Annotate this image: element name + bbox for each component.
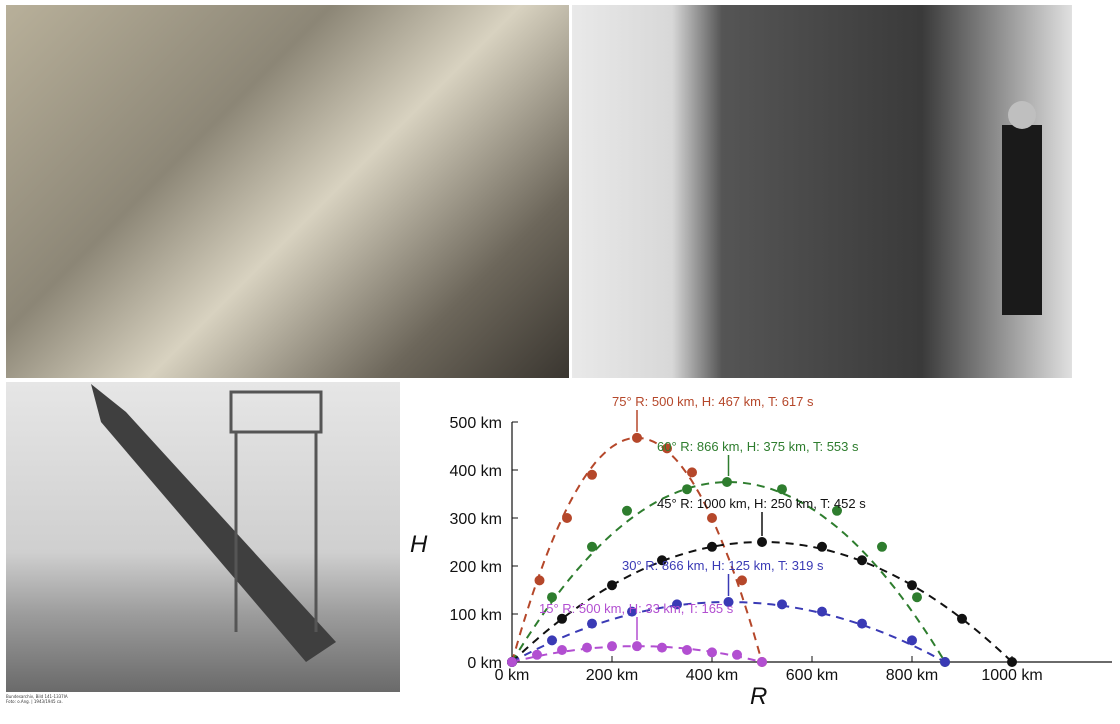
trajectory-point-4 bbox=[682, 645, 692, 655]
trajectory-point-4 bbox=[582, 642, 592, 653]
x-tick-label: 800 km bbox=[886, 667, 938, 684]
trajectory-point-3 bbox=[777, 599, 787, 610]
trajectory-point-2 bbox=[857, 555, 867, 566]
photo-caption: Bundesarchiv, Bild 141-1337IA Foto: o.An… bbox=[6, 694, 68, 704]
y-tick-label: 400 km bbox=[450, 463, 502, 480]
trajectory-point-3 bbox=[627, 606, 637, 617]
trajectory-point-2 bbox=[707, 541, 717, 552]
y-tick-label: 300 km bbox=[450, 511, 502, 528]
trajectory-point-2 bbox=[757, 537, 767, 547]
rocket-sketch bbox=[91, 384, 336, 662]
y-tick-label: 200 km bbox=[450, 559, 502, 576]
trajectory-point-3 bbox=[857, 618, 867, 629]
x-tick-label: 0 km bbox=[495, 667, 530, 684]
trajectory-point-4 bbox=[557, 645, 567, 655]
trajectory-point-4 bbox=[507, 657, 517, 667]
trajectory-point-3 bbox=[547, 635, 557, 646]
trajectory-point-3 bbox=[940, 657, 950, 667]
trajectory-point-1 bbox=[877, 541, 887, 552]
trajectory-point-3 bbox=[907, 635, 917, 646]
trajectory-point-0 bbox=[632, 432, 642, 443]
trajectory-point-1 bbox=[682, 484, 692, 495]
trajectory-point-1 bbox=[722, 477, 732, 487]
x-tick-label: 600 km bbox=[786, 667, 838, 684]
x-tick-label: 1000 km bbox=[981, 667, 1042, 684]
x-tick-label: 200 km bbox=[586, 667, 638, 684]
trajectory-curve-1 bbox=[511, 480, 946, 663]
caption-line-1: Bundesarchiv, Bild 141-1337IA bbox=[6, 694, 68, 699]
trajectory-point-4 bbox=[607, 641, 617, 652]
trajectory-point-0 bbox=[662, 443, 672, 454]
chart-annotations: 75° R: 500 km, H: 467 km, T: 617 s 60° R:… bbox=[539, 394, 866, 641]
y-tick-label: 100 km bbox=[450, 607, 502, 624]
trajectory-point-3 bbox=[672, 599, 682, 610]
apex-annotation-2: 45° R: 1000 km, H: 250 km, T: 452 s bbox=[657, 496, 866, 511]
apex-annotation-0: 75° R: 500 km, H: 467 km, T: 617 s bbox=[612, 394, 814, 409]
apex-annotation-3: 30° R: 866 km, H: 125 km, T: 319 s bbox=[622, 558, 824, 573]
trajectory-point-4 bbox=[757, 657, 767, 667]
relay-computer-photo bbox=[572, 5, 1072, 378]
caption-line-2: Foto: o.Ang. | 1943/1945 ca. bbox=[6, 699, 63, 704]
y-tick-label: 0 km bbox=[467, 655, 502, 672]
trajectory-point-1 bbox=[587, 541, 597, 552]
trajectory-point-0 bbox=[707, 513, 717, 523]
x-tick-label: 400 km bbox=[686, 667, 738, 684]
trajectory-point-3 bbox=[817, 606, 827, 617]
rocket-on-launcher-photo bbox=[6, 382, 400, 692]
trajectory-point-2 bbox=[957, 613, 967, 624]
trajectory-point-0 bbox=[687, 467, 697, 478]
y-axis-label: H bbox=[410, 531, 428, 558]
trajectory-point-4 bbox=[707, 647, 717, 658]
computer-figure-sketch bbox=[1002, 101, 1042, 315]
trajectory-chart: 0 km 200 km 400 km 600 km 800 km 1000 km 0 km 1… bbox=[410, 394, 1112, 710]
apex-annotation-1: 60° R: 866 km, H: 375 km, T: 553 s bbox=[657, 439, 859, 454]
trajectory-point-1 bbox=[622, 505, 632, 516]
chart-axes: 0 km 200 km 400 km 600 km 800 km 1000 km 0 km 1… bbox=[450, 415, 1112, 684]
trajectory-point-0 bbox=[534, 575, 545, 586]
trajectory-point-2 bbox=[557, 613, 567, 624]
trajectory-point-1 bbox=[547, 592, 557, 603]
chart-curves bbox=[511, 436, 1013, 663]
trajectory-point-4 bbox=[732, 649, 742, 660]
trajectory-point-3 bbox=[723, 597, 734, 607]
trajectory-point-1 bbox=[912, 592, 922, 603]
trajectory-point-0 bbox=[562, 513, 572, 523]
trajectory-point-2 bbox=[817, 541, 827, 552]
mechanical-computer-photo bbox=[6, 5, 569, 378]
trajectory-point-4 bbox=[632, 641, 642, 652]
trajectory-point-2 bbox=[907, 580, 917, 591]
trajectory-point-0 bbox=[587, 469, 597, 480]
trajectory-point-2 bbox=[657, 555, 667, 566]
trajectory-point-0 bbox=[737, 575, 747, 586]
y-tick-label: 500 km bbox=[450, 415, 502, 432]
chart-points bbox=[507, 432, 1017, 667]
trajectory-point-3 bbox=[587, 618, 597, 629]
trajectory-point-4 bbox=[532, 649, 542, 660]
trajectory-point-4 bbox=[657, 642, 667, 653]
x-axis-label: R bbox=[750, 683, 767, 710]
trajectory-point-2 bbox=[607, 580, 617, 591]
trajectory-point-2 bbox=[1007, 657, 1017, 667]
trajectory-point-1 bbox=[832, 505, 842, 516]
apex-annotation-4: 15° R: 500 km, H: 33 km, T: 165 s bbox=[539, 601, 734, 616]
trajectory-point-1 bbox=[777, 484, 787, 495]
